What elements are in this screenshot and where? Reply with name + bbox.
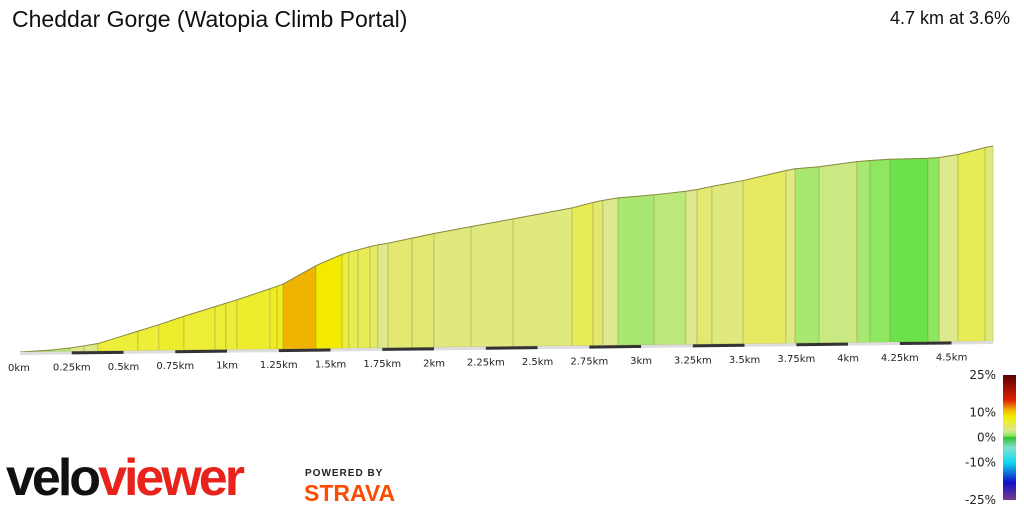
distance-strip-segment [278,348,331,353]
profile-segment[interactable] [225,299,238,351]
x-tick-label: 3.75km [777,354,815,365]
profile-segment[interactable] [889,157,929,343]
x-tick-label: 2km [423,358,445,369]
powered-by-label: POWERED BY [305,468,384,479]
x-tick-label: 0.5km [108,362,139,373]
profile-segment[interactable] [602,197,619,346]
x-axis-ticks: 0km 0.25km 0.5km 0.75km 1km 1.25km 1.5km 1.75km… [8,352,967,374]
distance-strip-segment [537,345,590,350]
x-tick-label: 0.25km [53,362,91,373]
distance-strip-segment [19,351,72,355]
profile-segment[interactable] [938,154,959,343]
profile-segment[interactable] [369,244,379,349]
legend-label: -10% [965,456,996,470]
logo-viewer: viewer [98,449,245,507]
x-tick-label: 1.25km [260,360,298,371]
legend-label: 25% [969,368,996,382]
profile-segment[interactable] [685,189,698,345]
climb-summary: 4.7 km at 3.6% [889,8,1010,28]
profile-segment[interactable] [927,157,940,343]
profile-segment[interactable] [984,145,994,342]
legend-label: 0% [977,431,996,445]
profile-segment[interactable] [856,160,871,343]
distance-strip-segment [382,347,435,351]
x-tick-label: 4.5km [936,352,967,363]
profile-segment[interactable] [411,233,435,348]
strava-logo[interactable]: STRAVA [304,480,396,506]
profile-segment[interactable] [269,285,278,350]
profile-segment[interactable] [617,194,655,346]
distance-strip-segment [330,347,383,352]
profile-segment[interactable] [653,190,687,346]
distance-strip-segment [589,344,642,349]
x-tick-label: 3.25km [674,355,712,366]
profile-outline [19,145,994,353]
gradient-legend: 25% 10% 0% -10% -25% [965,368,1016,507]
profile-segment[interactable] [377,242,389,349]
profile-segment[interactable] [387,237,413,349]
x-tick-label: 3km [630,356,652,367]
profile-segment[interactable] [341,251,350,349]
distance-strip-segment [485,346,538,350]
x-tick-label: 2.75km [570,357,608,368]
profile-segment[interactable] [276,283,284,350]
profile-segments [19,145,994,353]
profile-segment[interactable] [97,330,139,352]
x-tick-label: 4.25km [881,353,919,364]
distance-strip-segment [71,350,124,355]
x-tick-label: 2.25km [467,358,505,369]
distance-strip-segment [175,349,228,354]
x-tick-label: 1km [216,361,238,372]
profile-segment[interactable] [696,185,713,345]
profile-segment[interactable] [711,180,744,345]
profile-segment[interactable] [512,207,573,347]
profile-segment[interactable] [158,315,185,351]
legend-label: 10% [969,406,996,420]
profile-segment[interactable] [214,302,227,351]
distance-strip-segment [692,343,745,348]
distance-strip-segment [796,342,849,347]
profile-segment[interactable] [282,264,317,350]
veloviewer-logo[interactable]: veloviewer [6,449,245,507]
profile-segment[interactable] [357,246,371,349]
distance-strip-segment [227,349,279,353]
x-tick-label: 2.5km [522,357,553,368]
distance-strip-segment [123,350,176,354]
profile-segment[interactable] [742,169,787,345]
x-tick-label: 0km [8,363,30,374]
profile-segment[interactable] [348,249,359,349]
profile-segment[interactable] [957,146,986,342]
profile-segment[interactable] [315,253,343,350]
x-tick-label: 3.5km [729,355,760,366]
profile-segment[interactable] [183,306,216,351]
distance-strip-segment [744,343,797,347]
x-tick-label: 1.75km [363,359,401,370]
x-tick-label: 0.75km [156,361,194,372]
profile-segment[interactable] [592,199,604,346]
distance-strip-segment [848,342,900,346]
page-title: Cheddar Gorge (Watopia Climb Portal) [12,6,408,32]
profile-segment[interactable] [571,201,594,347]
profile-segment[interactable] [818,161,858,344]
gradient-legend-bar [1003,375,1016,500]
distance-strip [19,341,994,355]
profile-segment[interactable] [785,168,796,344]
legend-label: -25% [965,493,996,507]
x-tick-label: 4km [837,354,859,365]
profile-segment[interactable] [137,324,160,352]
distance-strip-segment [641,344,693,348]
distance-strip-segment [434,346,486,351]
distance-strip-segment [899,341,952,346]
logo-velo: velo [6,449,101,507]
profile-segment[interactable] [433,226,472,348]
profile-segment[interactable] [869,158,891,343]
x-tick-label: 1.5km [315,359,346,370]
profile-segment[interactable] [470,218,514,348]
profile-segment[interactable] [794,166,820,344]
